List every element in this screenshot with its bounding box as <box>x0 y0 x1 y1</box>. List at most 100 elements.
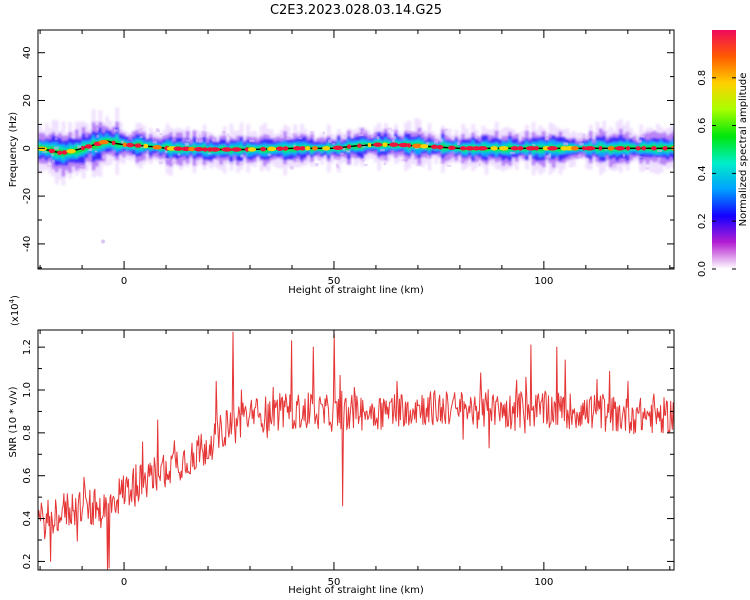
spectrogram-peak <box>510 146 519 151</box>
spectrogram-cell <box>655 146 660 152</box>
spectrogram-speckle <box>578 138 583 142</box>
spectrogram-peak <box>173 146 183 151</box>
spectrogram-frame <box>37 29 675 270</box>
spectrogram-peak <box>293 146 302 151</box>
spectrogram-speckle <box>173 161 178 164</box>
spectrogram-speckle <box>510 152 515 155</box>
spectrogram-speckle <box>388 127 392 130</box>
snr-ylabel: SNR (10 * v/v) <box>8 386 19 457</box>
spectrogram-speckle <box>53 146 59 150</box>
spectrogram-speckle <box>554 133 559 137</box>
spectrogram-peak <box>98 139 109 145</box>
snr-y-tick-label: 0.4 <box>22 511 33 527</box>
spectrogram-peak <box>48 148 55 154</box>
spectrogram-peak <box>411 143 423 149</box>
spectrogram-speckle <box>657 157 661 162</box>
spectrogram-speckle <box>336 157 340 161</box>
spectrogram-xlabel: Height of straight line (km) <box>288 285 424 296</box>
spectrogram-speckle <box>532 144 536 146</box>
snr-y-tick-label: 0.8 <box>22 425 33 441</box>
spectrogram-cell <box>74 146 79 155</box>
spectrogram-speckle <box>380 156 386 159</box>
spectrogram-speckle <box>400 154 404 158</box>
spectrogram-speckle <box>434 140 439 144</box>
spectrogram-speckle <box>317 157 322 161</box>
spectrogram-speckle <box>229 161 233 165</box>
snr-frame <box>37 329 675 571</box>
spectrogram-cell <box>353 144 358 150</box>
snr-line-layer <box>38 331 674 570</box>
spectrogram-peak <box>547 146 558 151</box>
spectrogram-speckle <box>392 139 395 143</box>
spectrogram-speckle <box>582 133 586 137</box>
spectrogram-peak <box>209 147 221 152</box>
spectrogram-speckle <box>139 136 144 138</box>
spectrogram-speckle <box>207 152 212 155</box>
snr-scale-suffix: ) <box>10 295 21 299</box>
spectrogram-peak <box>231 147 242 152</box>
spectrogram-peak <box>382 142 388 147</box>
snr-series-line <box>38 331 674 570</box>
spectrogram-peak <box>357 143 362 148</box>
spectrogram-speckle <box>114 129 118 133</box>
spectrogram-speckle <box>332 143 335 145</box>
spectrogram-speckle <box>439 139 443 142</box>
spectrogram-speckle <box>185 139 190 142</box>
spectrogram-peak <box>322 146 331 151</box>
spectrogram-outlier <box>101 239 106 244</box>
spectrogram-speckle <box>314 162 319 167</box>
spectrogram-peak <box>282 146 289 151</box>
spectrogram-speckle <box>221 130 226 133</box>
spectrogram-peak <box>607 146 615 151</box>
spectrogram-cell <box>78 147 83 153</box>
spectrogram-speckle <box>340 152 344 155</box>
spectrogram-peak <box>431 144 438 150</box>
spectrogram-peak <box>490 146 498 151</box>
spectrogram-speckle <box>447 164 452 167</box>
spectrogram-peak <box>398 142 409 148</box>
spectrogram-speckle <box>370 135 374 139</box>
spectrogram-peak <box>304 146 311 151</box>
spectrogram-speckle <box>198 139 204 142</box>
spectrogram-speckle <box>579 143 584 146</box>
spectrogram-speckle <box>401 159 405 162</box>
spectrogram-peak <box>460 146 467 151</box>
spectrogram-speckle <box>72 134 77 136</box>
spectrogram-peak <box>651 146 657 151</box>
spectrogram-speckle <box>222 131 226 135</box>
spectrogram-speckle <box>478 163 481 167</box>
spectrogram-y-tick-label: -40 <box>22 236 33 252</box>
spectrogram-speckle <box>654 161 660 164</box>
spectrogram-cell <box>454 144 459 150</box>
spectrogram-peak <box>373 142 383 147</box>
spectrogram-x-tick-label: 0 <box>121 276 127 287</box>
spectrogram-speckle <box>240 154 244 158</box>
spectrogram-speckle <box>343 135 347 138</box>
spectrogram-layer <box>38 107 674 244</box>
snr-x-axis: 0 50 100 <box>39 330 671 588</box>
colorbar-tick-label: 0.4 <box>697 165 708 181</box>
spectrogram-speckle <box>358 133 364 136</box>
spectrogram-peak <box>476 146 488 151</box>
spectrogram-speckle <box>403 157 407 160</box>
spectrogram-peak <box>143 143 149 149</box>
spectrogram-speckle <box>55 138 58 141</box>
spectrogram-speckle <box>211 138 216 142</box>
spectrogram-speckle <box>195 139 199 143</box>
snr-x-tick-label: 50 <box>328 577 341 588</box>
spectrogram-speckle <box>184 142 189 147</box>
spectrogram-x-tick-label: 100 <box>534 276 553 287</box>
spectrogram-speckle <box>94 150 98 153</box>
spectrogram-speckle <box>77 145 82 149</box>
spectrogram-speckle <box>249 139 255 143</box>
spectrogram-peak <box>202 147 208 152</box>
spectrogram-peak <box>436 144 444 150</box>
spectrogram-peak <box>312 146 318 151</box>
spectrogram-speckle <box>155 128 160 132</box>
colorbar-tick-label: 0.8 <box>697 70 708 86</box>
chart-title: C2E3.2023.028.03.14.G25 <box>270 3 442 18</box>
spectrogram-speckle <box>298 137 303 140</box>
spectrogram-speckle <box>407 131 413 134</box>
spectrogram-peak <box>525 146 537 151</box>
